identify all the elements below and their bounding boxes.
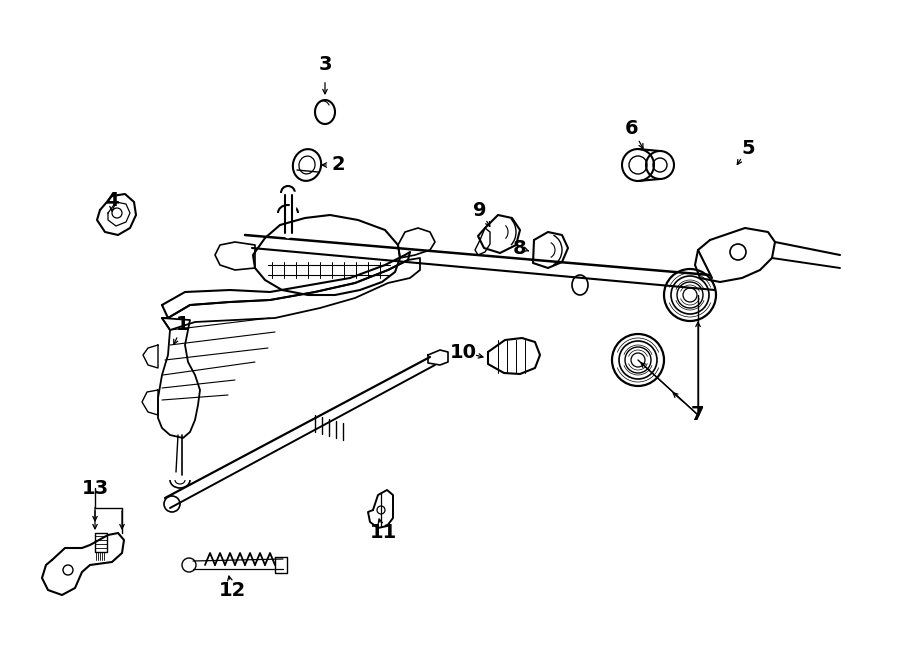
Text: 6: 6 — [626, 118, 639, 137]
Text: 4: 4 — [105, 190, 119, 210]
Text: 11: 11 — [369, 524, 397, 543]
Text: 1: 1 — [176, 315, 190, 334]
Text: 9: 9 — [473, 200, 487, 219]
Text: 12: 12 — [219, 580, 246, 600]
Text: 13: 13 — [81, 479, 109, 498]
Text: 3: 3 — [319, 56, 332, 75]
Text: 2: 2 — [331, 155, 345, 175]
Text: 10: 10 — [449, 342, 476, 362]
Text: 8: 8 — [513, 239, 526, 258]
Text: 5: 5 — [742, 139, 755, 157]
Text: 7: 7 — [691, 405, 705, 424]
